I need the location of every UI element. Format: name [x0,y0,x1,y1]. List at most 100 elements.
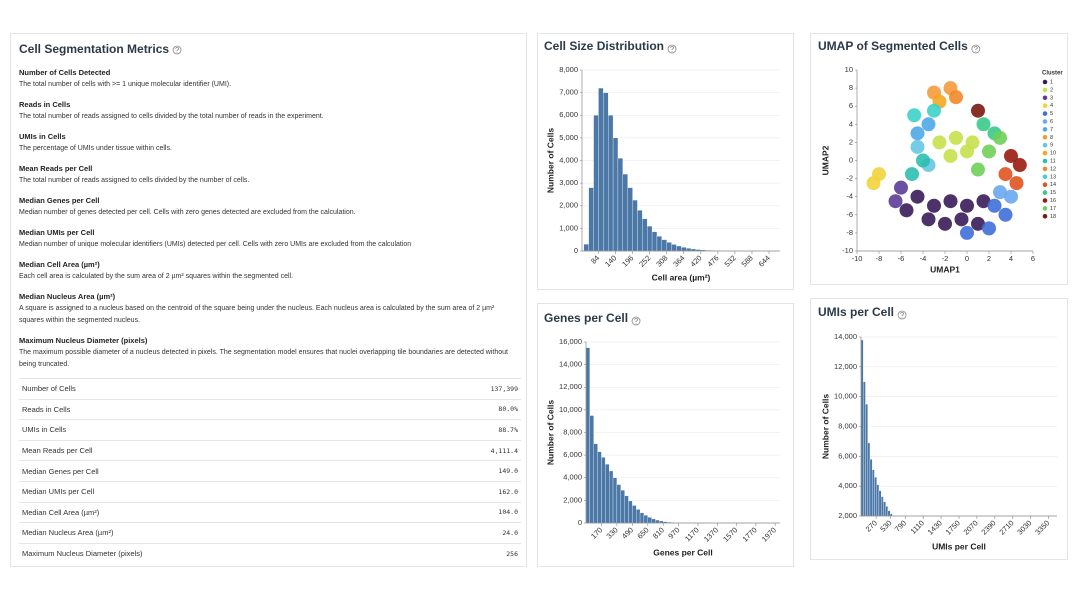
legend-label: 11 [1050,158,1056,164]
x-tick-label: 1970 [760,525,778,543]
x-tick-label: 1430 [926,518,944,536]
x-axis-title: UMIs per Cell [932,541,986,551]
x-tick-label: 3350 [1033,518,1051,536]
x-tick-label: 810 [651,525,666,540]
metric-value: 162.0 [416,480,521,503]
metric-value: 4,111.4 [416,439,521,461]
legend-label: 15 [1050,190,1056,196]
y-axis-title: Number of Cells [545,400,555,465]
chart-title: Genes per Cell [544,311,628,325]
x-tick-label: 4 [1009,254,1013,263]
bar [589,415,594,523]
point [916,153,930,168]
x-tick-label: 1770 [741,525,759,543]
point [888,194,903,209]
x-tick-label: -8 [876,254,883,263]
help-dot [176,51,178,53]
definition: Median Nucleus Area (µm²) A square is ass… [19,291,519,327]
legend-swatch [1042,182,1048,187]
legend-swatch [1042,158,1048,164]
definition: Reads in Cells The total number of reads … [19,99,519,123]
table-row: Median UMIs per Cell 162.0 [19,480,521,503]
point [949,130,963,145]
y-tick-label: 0 [578,518,582,527]
marks [861,339,906,516]
y-tick-label: 16,000 [559,337,582,346]
help-glyph [634,317,638,322]
definition-text: The total number of cells with >= 1 uniq… [19,81,232,88]
legend-swatch [1042,135,1048,140]
bar [671,244,677,251]
chart-title: UMAP of Segmented Cells [818,39,968,53]
point [976,117,991,132]
y-tick-label: 8,000 [563,427,582,436]
x-tick-label: 420 [688,253,703,268]
legend-swatch [1042,142,1048,148]
definition-text: A square is assigned to a nucleus based … [19,305,495,324]
bar [885,506,889,516]
point [998,207,1013,222]
bar [637,210,643,251]
x-tick-label: 1110 [909,518,926,535]
x-tick-label: -6 [898,254,905,263]
y-tick-label: 2 [849,137,853,146]
bar [624,495,629,523]
legend-swatch [1042,79,1048,85]
bar [608,115,614,251]
point [921,117,936,132]
definition-term: Median UMIs per Cell [19,228,95,237]
legend-label: 14 [1050,182,1056,188]
bar [651,231,658,251]
table-row: Reads in Cells 80.0% [19,398,521,420]
metric-name: Mean Reads per Cell [19,439,417,461]
table-row: Median Cell Area (µm²) 104.0 [19,501,521,523]
help-circle [172,45,182,55]
y-tick-label: -2 [846,174,853,183]
bar [666,242,672,251]
legend-swatch [1042,95,1048,101]
legend-label: 17 [1050,206,1056,212]
panel-title: Cell Segmentation Metrics [19,42,170,56]
bar [876,484,880,516]
marks [866,81,1027,240]
definition: Mean Reads per Cell The total number of r… [19,163,519,187]
point [960,225,974,240]
help-glyph [974,45,978,50]
definition: Number of Cells Detected The total number… [19,67,519,91]
legend-label: 18 [1050,214,1056,220]
bar [867,442,871,516]
definition-text: Median number of genes detected per cell… [19,209,356,216]
definition-term: Reads in Cells [19,100,71,109]
point [976,194,991,209]
x-tick-label: 270 [864,518,879,533]
point [993,130,1007,145]
point [954,212,969,227]
point [982,221,996,236]
x-axis-title: Genes per Cell [653,547,713,557]
x-tick-label: 476 [705,253,720,268]
y-tick-label: 12,000 [834,362,857,371]
x-tick-label: 170 [589,525,604,540]
bar [583,244,589,251]
x-tick-label: 2390 [979,518,997,536]
table-row: Number of Cells 137,399 [19,378,521,400]
point [971,162,985,177]
legend-swatch [1042,198,1048,203]
point [960,198,974,213]
bar [881,496,884,516]
bar [681,247,687,251]
legend-label: 12 [1050,166,1056,172]
help-circle [971,44,981,54]
definition-text: The percentage of UMIs under tissue with… [19,145,172,152]
point [943,148,958,163]
legend-swatch [1042,87,1048,93]
legend-label: 6 [1050,119,1053,125]
x-tick-label: 530 [878,518,893,533]
bar [588,187,594,251]
bar [601,457,606,523]
y-tick-label: 4,000 [563,473,582,482]
bar [647,517,652,523]
x-tick-label: 1170 [683,525,701,543]
y-tick-label: 10,000 [559,405,582,414]
help-dot [635,322,637,324]
